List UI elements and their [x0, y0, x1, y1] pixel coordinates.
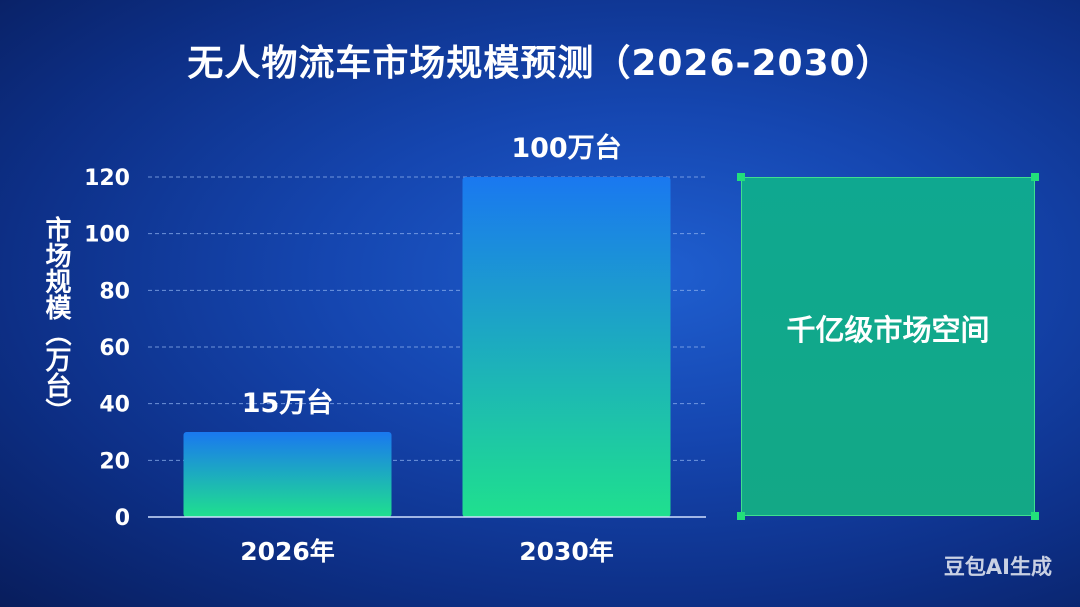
- y-tick-label: 100: [84, 223, 130, 248]
- bar-2: [462, 177, 671, 517]
- y-axis-label: 市场规模（万台）: [41, 216, 71, 424]
- y-tick-label: 120: [84, 166, 130, 191]
- y-tick-label: 60: [99, 336, 130, 361]
- y-tick-label: 20: [99, 449, 130, 474]
- corner-handle-br: [1031, 512, 1039, 520]
- x-category-label: 2026年: [240, 537, 335, 566]
- watermark: 豆包AI生成: [943, 555, 1052, 579]
- corner-handle-bl: [737, 512, 745, 520]
- bar-1: [183, 432, 392, 517]
- y-tick-label: 40: [99, 393, 130, 418]
- y-tick-label: 0: [115, 506, 130, 531]
- bar-data-label: 100万台: [511, 132, 621, 164]
- x-category-label: 2030年: [519, 537, 614, 566]
- chart-title: 无人物流车市场规模预测（2026-2030）: [187, 43, 893, 84]
- corner-handle-tl: [737, 173, 745, 181]
- y-tick-label: 80: [99, 279, 130, 304]
- bar-data-label: 15万台: [242, 387, 334, 419]
- market-space-callout: 千亿级市场空间: [737, 173, 1039, 520]
- corner-handle-tr: [1031, 173, 1039, 181]
- market-space-text: 千亿级市场空间: [786, 312, 990, 347]
